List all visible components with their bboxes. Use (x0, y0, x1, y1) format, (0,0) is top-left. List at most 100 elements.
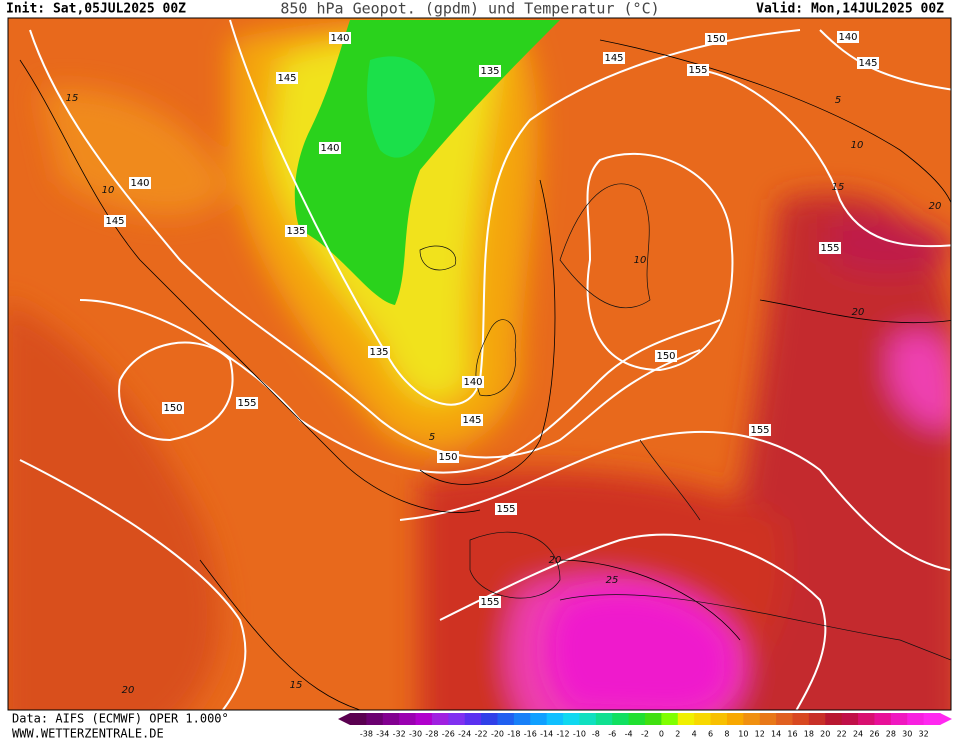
colorbar-label: 24 (853, 730, 863, 739)
temperature-label: 15 (66, 93, 79, 104)
data-source: Data: AIFS (ECMWF) OPER 1.000° (12, 712, 229, 726)
contour-label-box (687, 64, 709, 76)
contour-label-box (104, 215, 126, 227)
colorbar-label: -8 (592, 730, 600, 739)
colorbar-label: -18 (507, 730, 520, 739)
geopotential-label: 155 (480, 597, 499, 608)
colorbar-label: 16 (787, 730, 797, 739)
contour-label-box (655, 350, 677, 362)
contour-label-box (479, 596, 501, 608)
colorbar-label: -12 (557, 730, 570, 739)
colorbar-swatch (497, 713, 515, 725)
colorbar-arrow-right (940, 713, 952, 725)
temperature-label: 20 (122, 685, 135, 696)
colorbar: -38 -34 -32 -30 -28 -26 -24 -22 -20 -18 -16 -14 -12-… (338, 713, 952, 739)
colorbar-label: -14 (540, 730, 553, 739)
colorbar-swatch (726, 713, 744, 725)
colorbar-label: 2 (675, 730, 680, 739)
colorbar-label: 28 (886, 730, 896, 739)
greenland-core (367, 56, 435, 158)
temperature-label: 10 (102, 185, 115, 196)
colorbar-label: -26 (442, 730, 455, 739)
contour-label-box (329, 32, 351, 44)
temperature-label: 5 (429, 432, 435, 443)
colorbar-swatch (431, 713, 449, 725)
colorbar-swatch (792, 713, 810, 725)
colorbar-swatch (366, 713, 384, 725)
colorbar-label: -38 (360, 730, 373, 739)
colorbar-label: -6 (608, 730, 616, 739)
colorbar-label: 6 (708, 730, 713, 739)
colorbar-swatch (890, 713, 908, 725)
colorbar-label: 20 (820, 730, 830, 739)
colorbar-swatch (546, 713, 564, 725)
geopotential-label: 135 (286, 226, 305, 237)
hot-core (546, 588, 735, 710)
colorbar-label: -20 (491, 730, 504, 739)
geopotential-label: 145 (105, 216, 124, 227)
geopotential-label: 150 (438, 452, 457, 463)
colorbar-swatch (612, 713, 630, 725)
colorbar-swatch (759, 713, 777, 725)
contour-label-box (749, 424, 771, 436)
contour-label-box (368, 346, 390, 358)
geopotential-label: 140 (320, 143, 339, 154)
map-title: 850 hPa Geopot. (gpdm) und Temperatur (°… (280, 0, 659, 18)
geopotential-label: 135 (369, 347, 388, 358)
colorbar-label: -2 (641, 730, 649, 739)
contour-label-box (437, 451, 459, 463)
colorbar-swatch (661, 713, 679, 725)
contour-label-box (603, 52, 625, 64)
colorbar-swatch (858, 713, 875, 725)
colorbar-swatch (563, 713, 580, 725)
temperature-label: 15 (832, 182, 845, 193)
temperature-label: 25 (606, 575, 619, 586)
greenland-cold (294, 20, 560, 305)
contour-label-box (162, 402, 184, 414)
colorbar-label: -16 (524, 730, 537, 739)
colorbar-label: 10 (738, 730, 748, 739)
map-frame (7, 17, 952, 711)
contour-label-box (285, 225, 307, 237)
temperature-label: 10 (851, 140, 864, 151)
colorbar-label: 18 (804, 730, 814, 739)
temperature-label: 10 (634, 255, 647, 266)
geopotential-label: 155 (688, 65, 707, 76)
contour-label-box (857, 57, 879, 69)
colorbar-label: 0 (659, 730, 664, 739)
contour-label-box (819, 242, 841, 254)
colorbar-label: -28 (425, 730, 438, 739)
coastlines (419, 183, 951, 661)
colorbar-label: 26 (869, 730, 879, 739)
temperature-label: 20 (852, 307, 865, 318)
temperature-label: 15 (290, 680, 303, 691)
geopotential-label: 145 (277, 73, 296, 84)
colorbar-arrow-left (338, 713, 350, 725)
geopotential-label: 145 (858, 58, 877, 69)
geopotential-label: 150 (706, 34, 725, 45)
init-time: Init: Sat,05JUL2025 00Z (6, 2, 186, 17)
colorbar-swatch (350, 713, 367, 725)
geopotential-label: 145 (462, 415, 481, 426)
valid-time: Valid: Mon,14JUL2025 00Z (756, 2, 944, 17)
colorbar-swatch (677, 713, 695, 725)
temperature-contours (19, 39, 951, 710)
geopotential-label: 140 (838, 32, 857, 43)
colorbar-swatch (841, 713, 859, 725)
colorbar-label: -32 (393, 730, 406, 739)
colorbar-label: -30 (409, 730, 422, 739)
temperature-label: 20 (549, 555, 562, 566)
colorbar-swatch (415, 713, 433, 725)
colorbar-swatch (743, 713, 761, 725)
temperature-label: 20 (929, 201, 942, 212)
colorbar-swatch (513, 713, 531, 725)
temperature-label: 5 (835, 95, 841, 106)
geopotential-label: 155 (820, 243, 839, 254)
colorbar-label: -34 (376, 730, 389, 739)
colorbar-swatch (907, 713, 925, 725)
contour-label-box (129, 177, 151, 189)
colorbar-swatch (481, 713, 498, 725)
colorbar-label: 12 (755, 730, 765, 739)
geopotential-label: 150 (163, 403, 182, 414)
